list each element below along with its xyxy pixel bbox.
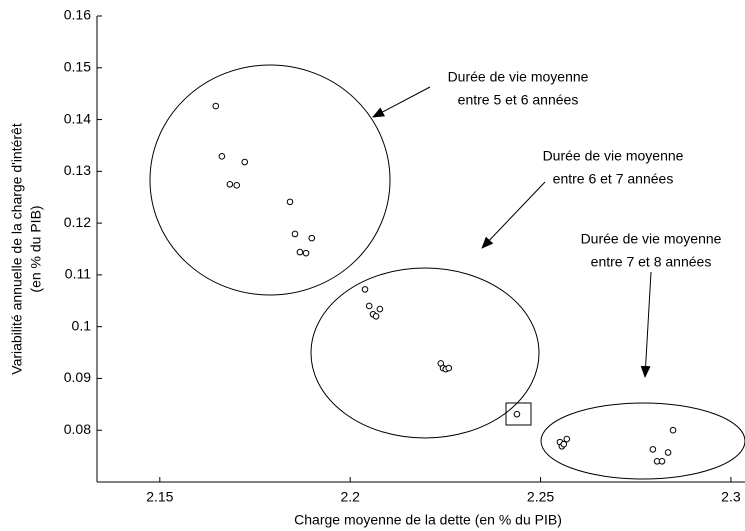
- point: [365, 302, 373, 310]
- point: [563, 435, 571, 443]
- arrow: [372, 86, 431, 118]
- y-tick-label: 0.14: [64, 110, 91, 126]
- x-tick-label: 2.15: [146, 489, 173, 505]
- y-tick-label: 0.16: [64, 7, 91, 23]
- point: [658, 457, 666, 465]
- y-tick-label: 0.11: [65, 266, 91, 282]
- point: [241, 158, 249, 166]
- y-tick-label: 0.15: [64, 58, 91, 74]
- point: [649, 446, 657, 453]
- point: [302, 249, 310, 257]
- cluster-ellipse: [149, 64, 391, 296]
- x-tick-label: 2.2: [340, 489, 360, 505]
- highlight-box: [505, 402, 532, 426]
- cluster-ellipse: [310, 267, 540, 439]
- point: [560, 440, 568, 448]
- x-axis-label: Charge moyenne de la dette (en % du PIB): [294, 512, 562, 528]
- point: [669, 426, 677, 434]
- y-tick-label: 0.13: [64, 162, 91, 178]
- y-tick-label: 0.08: [64, 421, 91, 437]
- y-axis-label: Variabilité annuelle de la charge d'inté…: [9, 123, 25, 375]
- point: [296, 248, 304, 256]
- point: [233, 182, 241, 189]
- annotation: entre 7 et 8 années: [591, 254, 712, 270]
- point: [445, 364, 453, 372]
- point: [376, 305, 384, 313]
- y-tick-label: 0.1: [72, 317, 92, 333]
- arrow: [481, 181, 546, 249]
- point: [291, 230, 299, 238]
- point: [218, 153, 226, 160]
- annotation: Durée de vie moyenne: [448, 69, 589, 85]
- x-tick-label: 2.3: [721, 489, 741, 505]
- point: [361, 286, 369, 293]
- point: [513, 410, 521, 418]
- y-tick-label: 0.09: [64, 369, 91, 385]
- point: [212, 102, 220, 110]
- cluster-ellipse: [540, 402, 745, 480]
- x-tick-label: 2.25: [527, 489, 554, 505]
- point: [664, 449, 672, 456]
- point: [372, 313, 380, 320]
- arrow: [640, 271, 652, 378]
- annotation: Durée de vie moyenne: [543, 148, 684, 164]
- annotation: entre 6 et 7 années: [553, 171, 674, 187]
- point: [308, 234, 316, 242]
- y-tick-label: 0.12: [64, 214, 91, 230]
- annotation: Durée de vie moyenne: [581, 231, 722, 247]
- y-axis-label: (en % du PIB): [28, 205, 44, 292]
- point: [226, 180, 234, 188]
- annotation: entre 5 et 6 années: [458, 92, 579, 108]
- point: [286, 198, 294, 206]
